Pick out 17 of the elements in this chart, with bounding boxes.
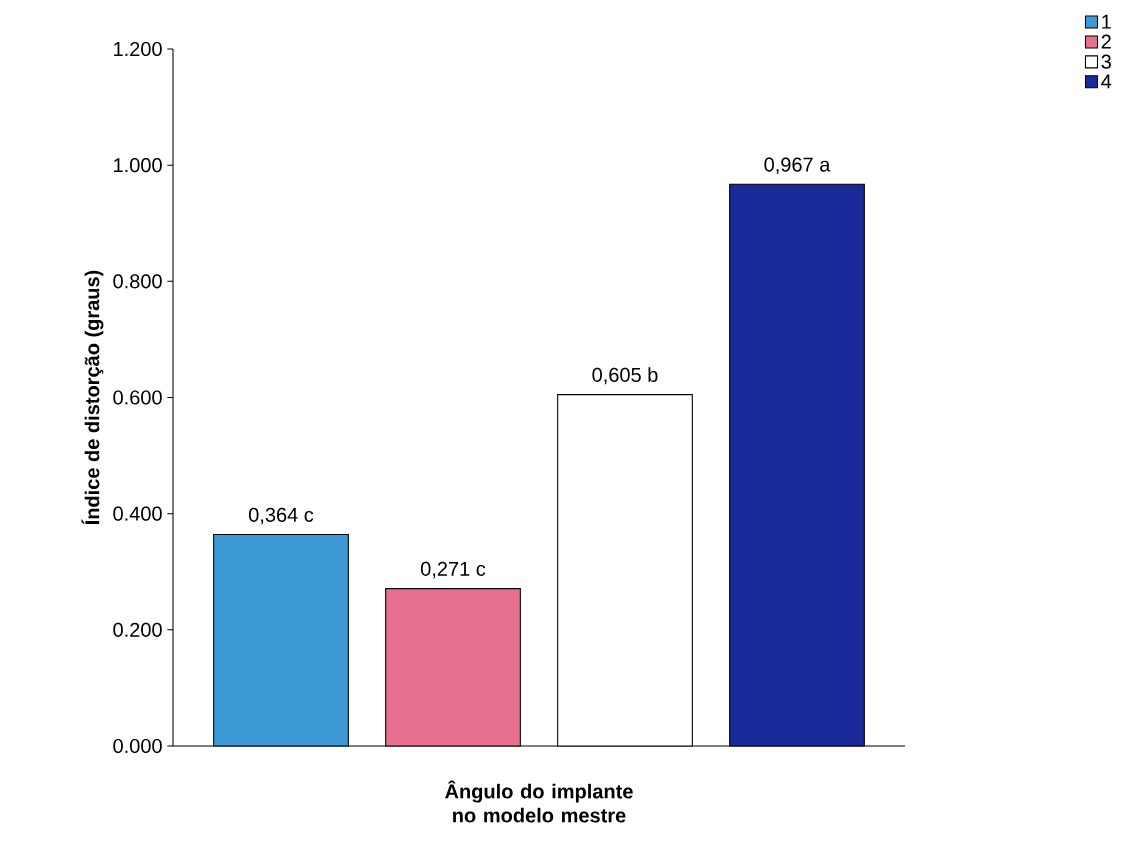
legend-label: 4 [1101,74,1112,89]
data-label: 0,271 c [420,561,486,579]
y-tick-label: 0.800 [113,274,162,289]
data-label: 0,605 b [592,367,658,385]
legend-label: 1 [1102,14,1111,29]
data-label: 0,967 a [764,157,831,175]
y-tick-label: 0.600 [113,390,162,405]
y-tick-label: 0.400 [113,506,162,521]
y-axis-title: Índice de distorção (graus) [81,270,104,525]
y-tick-label: 1.000 [114,158,162,173]
data-label: 0,364 c [248,507,314,525]
x-axis-title: Ângulo do implante no modelo mestre [445,780,633,823]
y-tick-label: 0.000 [113,738,162,754]
y-tick-label: 1.200 [114,41,162,57]
legend-label: 2 [1101,34,1111,49]
legend-label: 3 [1101,54,1111,69]
y-tick-label: 0.200 [113,622,162,637]
